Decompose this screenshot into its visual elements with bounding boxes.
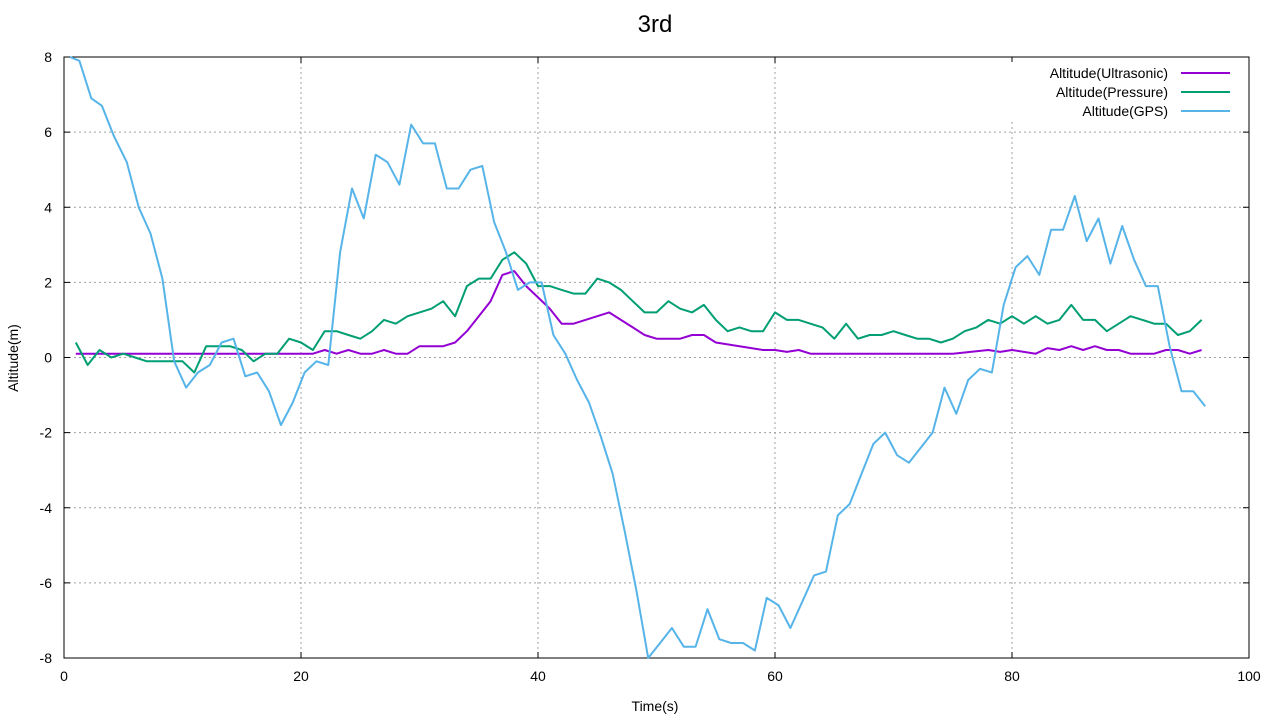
- y-tick-label: 0: [44, 350, 52, 366]
- series-line-altitude-pressure: [74, 251, 1203, 374]
- x-axis-label: Time(s): [632, 698, 679, 714]
- x-tick-label: 40: [530, 668, 546, 684]
- series-line-altitude-gps: [69, 56, 1206, 659]
- x-tick-label: 20: [293, 668, 309, 684]
- y-tick-label: 6: [44, 124, 52, 140]
- y-tick-label: -6: [40, 575, 53, 591]
- x-tick-label: 60: [767, 668, 783, 684]
- x-tick-label: 80: [1004, 668, 1020, 684]
- y-tick-label: 4: [44, 199, 52, 215]
- x-tick-label: 0: [60, 668, 68, 684]
- y-tick-label: 8: [44, 49, 52, 65]
- grid: [64, 57, 1249, 658]
- y-tick-label: -8: [40, 650, 53, 666]
- y-axis-label: Altitude(m): [5, 324, 21, 392]
- legend-label-altitude-pressure: Altitude(Pressure): [1056, 84, 1168, 100]
- x-tick-label: 100: [1237, 668, 1261, 684]
- y-tick-label: 2: [44, 274, 52, 290]
- plot-frame: [63, 56, 1250, 659]
- legend-label-altitude-gps: Altitude(GPS): [1082, 103, 1168, 119]
- y-tick-label: -4: [40, 500, 53, 516]
- series-line-altitude-ultrasonic: [75, 270, 1202, 355]
- chart-title: 3rd: [638, 11, 673, 38]
- ticks: 0 20 40 60 80 100 -8 -6 -4 -2 0 2 4 6 8: [40, 49, 1261, 684]
- series-lines: [69, 56, 1206, 659]
- y-tick-label: -2: [40, 425, 53, 441]
- legend-label-altitude-ultrasonic: Altitude(Ultrasonic): [1050, 65, 1168, 81]
- legend: Altitude(Ultrasonic) Altitude(Pressure) Al…: [1010, 62, 1244, 122]
